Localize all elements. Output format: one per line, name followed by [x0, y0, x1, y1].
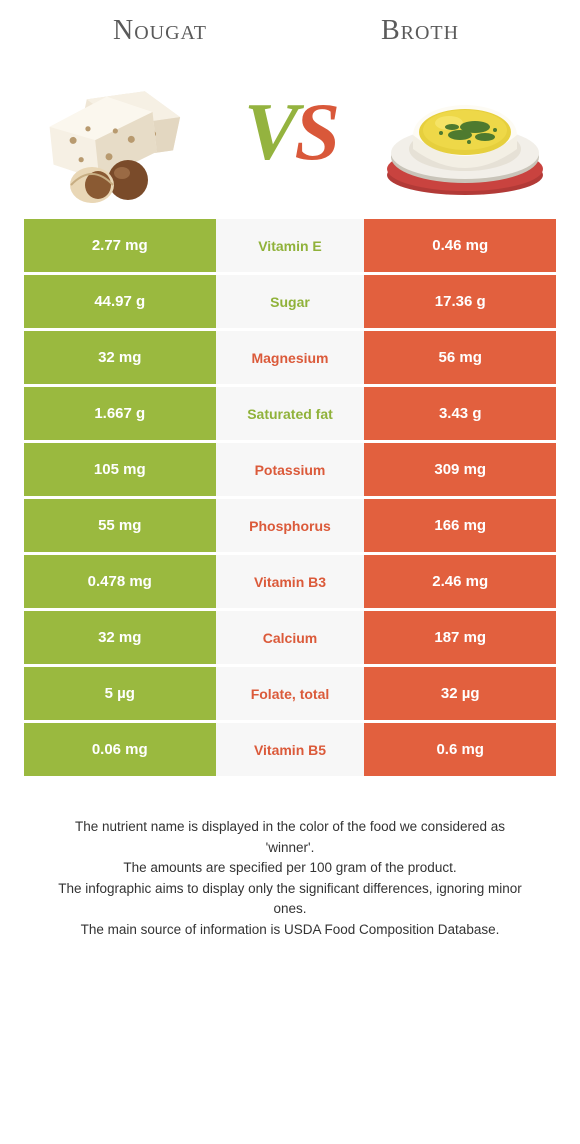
- footer-notes: The nutrient name is displayed in the co…: [0, 779, 580, 939]
- footnote-2: The amounts are specified per 100 gram o…: [30, 858, 550, 878]
- right-value: 3.43 g: [364, 387, 556, 440]
- right-value: 0.6 mg: [364, 723, 556, 776]
- table-row: 44.97 gSugar17.36 g: [24, 275, 556, 331]
- nutrient-label: Phosphorus: [216, 499, 365, 552]
- footnote-3b: ones.: [30, 899, 550, 919]
- table-row: 1.667 gSaturated fat3.43 g: [24, 387, 556, 443]
- left-value: 0.478 mg: [24, 555, 216, 608]
- right-value: 56 mg: [364, 331, 556, 384]
- vs-letter-v: V: [244, 86, 295, 177]
- table-row: 2.77 mgVitamin E0.46 mg: [24, 219, 556, 275]
- table-row: 105 mgPotassium309 mg: [24, 443, 556, 499]
- nutrient-label: Saturated fat: [216, 387, 365, 440]
- table-row: 32 mgMagnesium56 mg: [24, 331, 556, 387]
- left-value: 44.97 g: [24, 275, 216, 328]
- nutrient-table: 2.77 mgVitamin E0.46 mg44.97 gSugar17.36…: [24, 219, 556, 779]
- left-value: 0.06 mg: [24, 723, 216, 776]
- nutrient-label: Vitamin B5: [216, 723, 365, 776]
- nutrient-label: Sugar: [216, 275, 365, 328]
- right-value: 17.36 g: [364, 275, 556, 328]
- right-value: 32 µg: [364, 667, 556, 720]
- left-value: 32 mg: [24, 331, 216, 384]
- nutrient-label: Magnesium: [216, 331, 365, 384]
- nutrient-label: Calcium: [216, 611, 365, 664]
- right-food-title: Broth: [303, 15, 537, 47]
- right-value: 309 mg: [364, 443, 556, 496]
- left-value: 2.77 mg: [24, 219, 216, 272]
- footnote-3a: The infographic aims to display only the…: [30, 879, 550, 899]
- nutrient-label: Potassium: [216, 443, 365, 496]
- table-row: 55 mgPhosphorus166 mg: [24, 499, 556, 555]
- right-value: 187 mg: [364, 611, 556, 664]
- nutrient-label: Vitamin B3: [216, 555, 365, 608]
- broth-illustration: [377, 57, 552, 207]
- right-value: 2.46 mg: [364, 555, 556, 608]
- vs-letter-s: S: [295, 86, 337, 177]
- nutrient-label: Vitamin E: [216, 219, 365, 272]
- footnote-4: The main source of information is USDA F…: [30, 920, 550, 940]
- left-value: 5 µg: [24, 667, 216, 720]
- footnote-1b: 'winner'.: [30, 838, 550, 858]
- left-food-title: Nougat: [43, 15, 277, 47]
- right-value: 166 mg: [364, 499, 556, 552]
- footnote-1a: The nutrient name is displayed in the co…: [30, 817, 550, 837]
- table-row: 5 µgFolate, total32 µg: [24, 667, 556, 723]
- table-row: 0.06 mgVitamin B50.6 mg: [24, 723, 556, 779]
- table-row: 0.478 mgVitamin B32.46 mg: [24, 555, 556, 611]
- table-row: 32 mgCalcium187 mg: [24, 611, 556, 667]
- nougat-illustration: [28, 57, 203, 207]
- right-value: 0.46 mg: [364, 219, 556, 272]
- images-row: VS: [0, 52, 580, 219]
- nutrient-label: Folate, total: [216, 667, 365, 720]
- left-value: 105 mg: [24, 443, 216, 496]
- header-row: Nougat Broth: [0, 0, 580, 52]
- left-value: 1.667 g: [24, 387, 216, 440]
- left-value: 55 mg: [24, 499, 216, 552]
- vs-label: VS: [244, 91, 336, 173]
- left-value: 32 mg: [24, 611, 216, 664]
